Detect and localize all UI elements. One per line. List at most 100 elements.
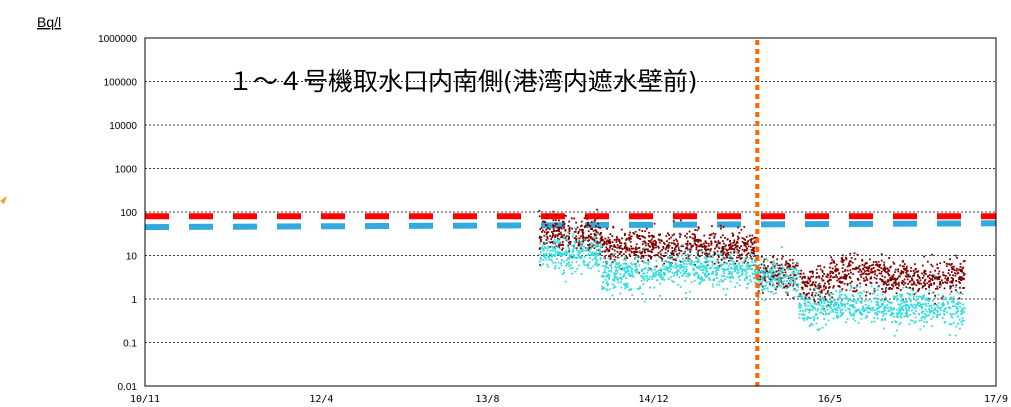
data-point (717, 259, 719, 262)
data-point (915, 291, 918, 294)
data-point (883, 313, 886, 316)
data-point (839, 315, 842, 318)
data-point (594, 225, 597, 228)
data-point (830, 261, 833, 264)
data-point (899, 304, 902, 307)
data-point (726, 268, 729, 270)
data-point (818, 294, 821, 296)
data-point (733, 268, 736, 271)
data-point (597, 249, 600, 252)
data-point (902, 270, 905, 273)
data-point (806, 298, 809, 301)
data-point (938, 283, 941, 286)
data-point (546, 213, 548, 216)
data-point (829, 295, 832, 298)
data-point (716, 265, 719, 268)
data-point (683, 251, 686, 254)
data-point (792, 262, 795, 264)
data-point (908, 323, 911, 325)
data-point (594, 219, 597, 221)
data-point (737, 235, 739, 238)
data-point (699, 262, 702, 265)
data-point (578, 244, 580, 247)
data-point (870, 308, 873, 311)
data-point (551, 249, 554, 252)
data-point (885, 288, 888, 290)
data-point (589, 257, 591, 259)
data-point (786, 287, 788, 290)
data-point (607, 236, 610, 239)
data-point (758, 280, 761, 283)
data-point (654, 275, 657, 278)
data-point (698, 265, 700, 268)
data-point (795, 264, 798, 267)
data-point (624, 284, 626, 287)
data-point (878, 266, 881, 269)
data-point (892, 273, 895, 276)
data-point (658, 233, 660, 236)
data-point (906, 269, 909, 272)
data-point (913, 307, 916, 310)
data-point (882, 300, 885, 303)
data-point (921, 272, 923, 275)
data-point (839, 309, 842, 312)
data-point (845, 274, 847, 276)
data-point (880, 299, 883, 302)
data-point (921, 307, 924, 310)
data-point (624, 282, 626, 285)
x-tick-label: 16/5 (818, 394, 842, 405)
data-point (571, 250, 574, 253)
data-point (541, 231, 543, 233)
data-point (635, 271, 637, 273)
data-point (582, 249, 585, 252)
data-point (590, 267, 592, 270)
data-point (869, 292, 872, 295)
data-point (743, 242, 745, 245)
data-point (760, 282, 763, 285)
data-point (618, 240, 621, 242)
data-point (913, 271, 916, 274)
data-point (846, 283, 849, 286)
data-point (950, 285, 953, 288)
data-point (587, 240, 590, 242)
data-point (882, 283, 885, 286)
data-point (845, 295, 848, 298)
data-point (676, 240, 679, 243)
data-point (794, 274, 797, 277)
data-point (779, 273, 782, 276)
data-point (887, 306, 889, 309)
data-point (923, 321, 926, 323)
data-point (949, 258, 951, 261)
data-point (929, 310, 932, 313)
data-point (754, 259, 756, 262)
data-point (739, 257, 742, 260)
data-point (834, 311, 837, 314)
data-point (599, 258, 602, 261)
data-point (860, 292, 863, 294)
data-point (573, 230, 576, 233)
data-point (641, 243, 644, 246)
data-point (540, 250, 542, 253)
data-point (945, 307, 947, 310)
data-point (637, 247, 640, 249)
data-point (863, 290, 865, 293)
data-point (861, 259, 864, 262)
data-point (610, 265, 612, 268)
data-point (693, 274, 696, 276)
data-point (763, 274, 766, 276)
data-point (904, 303, 907, 306)
data-point (731, 248, 734, 250)
data-point (821, 279, 824, 282)
data-point (784, 291, 787, 293)
data-point (620, 264, 622, 267)
data-point (836, 309, 839, 311)
data-point (809, 284, 812, 287)
data-point (924, 273, 927, 275)
data-point (887, 272, 890, 275)
data-point (657, 271, 660, 274)
data-point (745, 235, 748, 238)
data-point (897, 287, 900, 290)
data-point (657, 256, 660, 259)
data-point (602, 287, 604, 290)
data-point (781, 276, 784, 279)
